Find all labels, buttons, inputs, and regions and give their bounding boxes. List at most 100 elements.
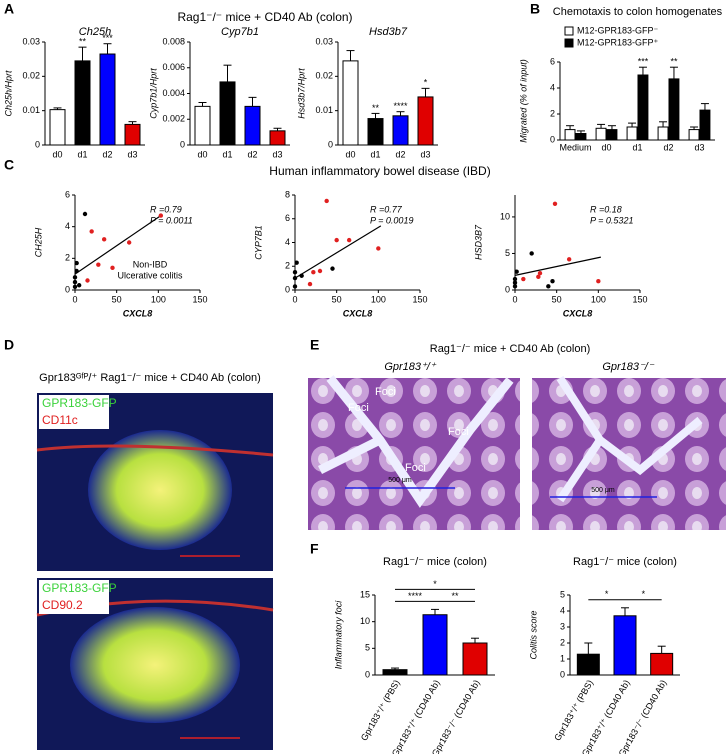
micrograph: GPR183-GFP CD11c [36,393,274,571]
bar [637,74,649,141]
x-tick-label: 0 [72,294,77,304]
panel-title: Rag1⁻/⁻ mice + CD40 Ab (colon) [177,10,352,24]
panel-label: D [4,337,14,353]
bar [576,653,600,676]
chart-title: Rag1⁻/⁻ mice (colon) [383,556,487,568]
point [72,284,78,290]
y-tick-label: 2 [65,253,70,263]
significance: ** [372,103,380,113]
bar [688,129,700,141]
significance: **** [408,591,423,601]
y-axis-label: Hsd3b7/Hprt [296,68,306,119]
bar [595,127,607,141]
significance: * [642,589,646,599]
bar [417,96,434,146]
x-tick-label: d0 [197,149,207,159]
y-tick-label: 0.03 [315,36,333,46]
x-tick-label: d2 [663,142,673,152]
point [101,237,107,242]
chart-title: Cyp7b1 [221,26,259,38]
annotation: R =0.79 [150,204,182,214]
point [299,273,304,278]
x-tick-label: 150 [632,294,647,304]
trend-line [74,215,162,275]
x-tick-label: d0 [601,142,611,152]
x-tick-label: d0 [345,149,355,159]
panel-title: Human inflammatory bowel disease (IBD) [269,164,490,178]
x-axis-label: CXCL8 [123,308,153,318]
x-tick-label: d2 [395,149,405,159]
point [521,276,526,282]
channel-label: CD90.2 [42,598,83,612]
bar [342,60,359,146]
channel-label: GPR183-GFP [42,396,117,410]
bar [613,615,637,676]
point [158,213,164,218]
panel-label: C [4,157,14,173]
annotation: Foci [348,402,369,414]
x-tick-label: 50 [332,294,342,304]
y-tick-label: 0.008 [162,36,185,46]
point [294,260,299,265]
point [552,201,558,206]
x-tick-label: 100 [591,294,606,304]
legend-swatch [564,38,574,48]
point [292,284,298,289]
point [566,257,572,262]
x-tick-label: d0 [52,149,62,159]
annotation: Foci [448,426,469,438]
point [546,284,551,289]
bar [606,129,618,141]
x-tick-label: d3 [127,149,137,159]
bar [124,123,141,146]
y-tick-label: 8 [285,189,290,199]
x-tick-label: 150 [192,294,207,304]
histology: 500 μm [532,375,726,530]
panel-label: F [310,541,319,557]
y-tick-label: 6 [285,213,290,223]
point [324,198,329,204]
y-tick-label: 0 [180,139,185,149]
significance: *** [638,57,649,67]
y-tick-label: 0.03 [22,36,40,46]
trend-line [294,225,382,279]
panel-label: B [530,1,540,17]
point [72,275,78,280]
y-tick-label: 0 [328,139,333,149]
y-tick-label: 5 [505,248,510,258]
chart-title: Hsd3b7 [369,26,408,38]
y-axis-label: HSD3B7 [473,224,483,260]
y-tick-label: 2 [560,637,565,647]
bar [74,60,91,146]
chart-title: Ch25h [79,26,111,38]
annotation: P = 0.5321 [590,215,633,225]
panel-title: Gpr183ᴳᶠᴾ/⁺ Rag1⁻/⁻ mice + CD40 Ab (colo… [39,372,261,384]
bar [668,78,680,141]
bar [422,614,448,676]
y-tick-label: 4 [550,82,555,92]
x-tick-label: d2 [247,149,257,159]
y-tick-label: 6 [550,56,555,66]
y-tick-label: 4 [65,221,70,231]
legend-label: M12-GPR183-GFP⁺ [577,37,659,47]
y-axis-label: Ch25h/Hprt [3,70,13,117]
significance: * [605,589,609,599]
y-tick-label: 0.02 [22,71,40,81]
y-axis-label: CH25H [33,227,43,257]
x-tick-label: 0 [512,294,517,304]
y-tick-label: 0 [285,284,290,294]
x-tick-label: d1 [370,149,380,159]
annotation: R =0.18 [590,204,622,214]
x-tick-label: d1 [632,142,642,152]
y-tick-label: 0 [35,139,40,149]
annotation: P = 0.0019 [370,215,413,225]
x-tick-label: 50 [552,294,562,304]
panel-label: A [4,1,14,17]
point [512,276,518,282]
annotation: Foci [405,462,426,474]
x-axis-label: CXCL8 [343,308,373,318]
point [529,251,534,256]
point [550,279,555,284]
point [74,260,79,266]
x-tick-label: Gpr183⁺/⁺ (PBS) [359,678,402,742]
